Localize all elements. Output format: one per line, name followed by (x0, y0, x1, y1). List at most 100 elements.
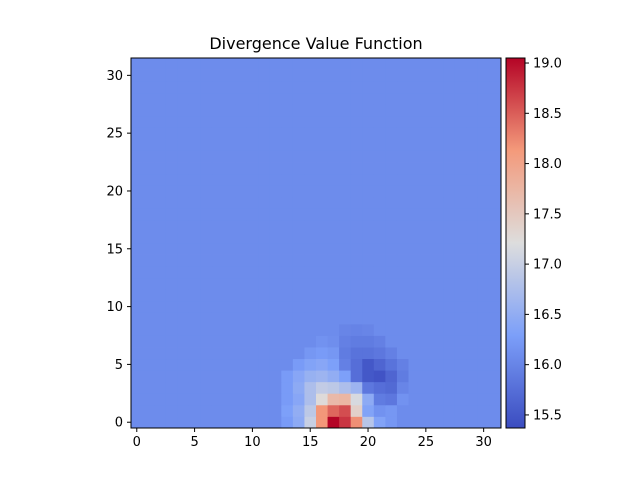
heatmap-cell (373, 300, 386, 313)
heatmap-cell (396, 58, 409, 70)
heatmap-cell (223, 115, 236, 128)
heatmap-cell (292, 208, 305, 221)
heatmap-cell (223, 243, 236, 255)
heatmap-cell (362, 104, 375, 117)
heatmap-cell (466, 254, 479, 267)
heatmap-cell (420, 150, 433, 163)
heatmap-cell (454, 277, 467, 290)
heatmap-cell (246, 173, 259, 186)
heatmap-cell (327, 58, 340, 70)
heatmap-cell (281, 173, 294, 186)
heatmap-cell (269, 162, 282, 175)
heatmap-cell (489, 277, 502, 290)
heatmap-cell (188, 381, 201, 394)
heatmap-cell (350, 277, 363, 290)
heatmap-cell (177, 219, 190, 232)
heatmap-cell (235, 416, 248, 429)
heatmap-cell (188, 254, 201, 267)
heatmap-cell (466, 219, 479, 232)
heatmap-cell (408, 289, 421, 302)
heatmap-cell (327, 358, 340, 371)
heatmap-cell (477, 69, 490, 82)
heatmap-cell (477, 162, 490, 175)
heatmap-cell (281, 58, 294, 70)
heatmap-cell (223, 185, 236, 198)
heatmap-cell (431, 208, 444, 221)
heatmap-cell (327, 81, 340, 94)
heatmap-cell (443, 196, 456, 209)
heatmap-cell (154, 266, 167, 279)
heatmap-cell (142, 58, 155, 70)
heatmap-cell (396, 173, 409, 186)
heatmap-cell (165, 138, 178, 151)
x-axis: 0 5 10 15 20 25 30 (133, 428, 492, 450)
heatmap-cell (142, 254, 155, 267)
heatmap-cell (246, 347, 259, 360)
heatmap-cell (489, 393, 502, 406)
heatmap-cell (281, 185, 294, 198)
y-tick-label: 0 (115, 416, 123, 431)
heatmap-cell (269, 393, 282, 406)
heatmap-cell (304, 393, 317, 406)
heatmap-cell (223, 300, 236, 313)
heatmap-cell (258, 289, 271, 302)
heatmap-cell (235, 254, 248, 267)
x-tick-label: 10 (244, 435, 261, 450)
heatmap-cell (339, 404, 352, 417)
heatmap-cell (223, 381, 236, 394)
heatmap-cell (154, 92, 167, 105)
heatmap-cell (420, 219, 433, 232)
heatmap-cell (466, 81, 479, 94)
heatmap-cell (362, 173, 375, 186)
heatmap-cell (246, 196, 259, 209)
heatmap-cell (281, 347, 294, 360)
heatmap-cell (269, 127, 282, 140)
heatmap-cell (177, 150, 190, 163)
heatmap-cell (350, 323, 363, 336)
heatmap-cell (339, 196, 352, 209)
heatmap-cell (443, 81, 456, 94)
heatmap-cell (420, 231, 433, 244)
heatmap-cell (362, 300, 375, 313)
heatmap-cell (211, 243, 224, 255)
heatmap-cell (142, 231, 155, 244)
heatmap-cell (373, 335, 386, 348)
heatmap-cell (316, 219, 328, 232)
heatmap-cell (339, 347, 352, 360)
heatmap-cell (420, 289, 433, 302)
heatmap-cell (246, 404, 259, 417)
heatmap-cell (339, 219, 352, 232)
heatmap-cell (200, 81, 213, 94)
y-tick-label: 20 (106, 184, 123, 199)
heatmap-cell (431, 219, 444, 232)
heatmap-cell (223, 162, 236, 175)
heatmap-cell (131, 370, 143, 383)
heatmap-cell (489, 208, 502, 221)
heatmap-cell (142, 404, 155, 417)
heatmap-cell (316, 138, 328, 151)
heatmap-cell (165, 358, 178, 371)
heatmap-cell (454, 150, 467, 163)
heatmap-cell (385, 393, 398, 406)
heatmap-cell (304, 138, 317, 151)
heatmap-cell (223, 289, 236, 302)
heatmap-cell (431, 393, 444, 406)
heatmap-cell (200, 300, 213, 313)
heatmap-cell (316, 69, 328, 82)
heatmap-cell (154, 58, 167, 70)
heatmap-cell (339, 104, 352, 117)
heatmap-cell (396, 162, 409, 175)
heatmap-cell (188, 231, 201, 244)
heatmap-cell (408, 92, 421, 105)
heatmap-cell (211, 300, 224, 313)
heatmap-cell (373, 81, 386, 94)
heatmap-cell (408, 370, 421, 383)
heatmap-cell (165, 185, 178, 198)
heatmap-cell (327, 277, 340, 290)
heatmap-cell (350, 300, 363, 313)
heatmap-cell (281, 138, 294, 151)
heatmap-cell (316, 243, 328, 255)
heatmap-cell (269, 335, 282, 348)
heatmap-cell (316, 196, 328, 209)
heatmap-cell (373, 115, 386, 128)
